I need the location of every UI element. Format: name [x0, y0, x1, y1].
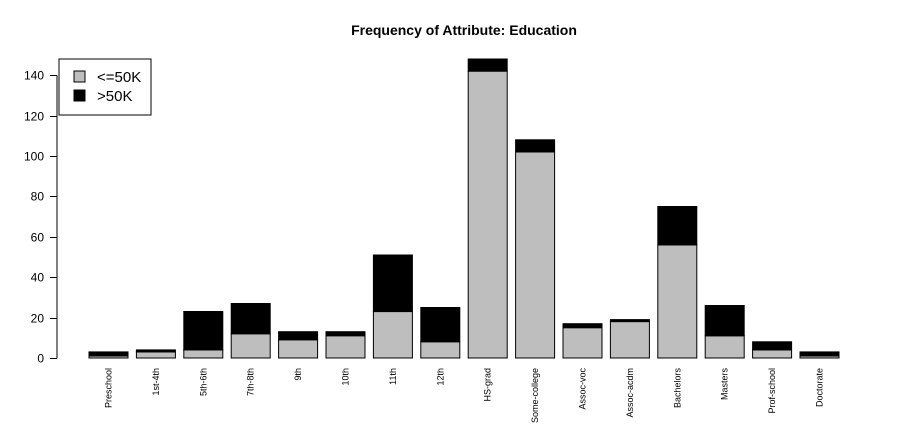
y-tick-label: 80: [31, 190, 45, 204]
x-tick-label: 1st-4th: [151, 368, 161, 396]
bar-5th-6th-gt50k: [183, 311, 224, 351]
x-tick-label: 5th-6th: [198, 368, 208, 396]
bar-assoc-voc-gt50k: [562, 323, 603, 329]
x-tick-label: 7th-8th: [246, 368, 256, 396]
x-tick-label: Some-college: [530, 368, 540, 423]
bar-9th-le50k: [278, 339, 319, 359]
bar-7th-8th-gt50k: [230, 303, 271, 335]
bar-assoc-voc-le50k: [562, 327, 603, 359]
y-tick-label: 140: [24, 69, 44, 83]
x-tick-label: 11th: [388, 368, 398, 385]
y-tick-label: 40: [31, 271, 45, 285]
legend-swatch-gt50k: [73, 89, 86, 102]
x-axis-labels: Preschool 1st-4th 5th-6th 7th-8th 9th 10th 11t…: [104, 368, 825, 424]
chart-title: Frequency of Attribute: Education: [351, 22, 577, 38]
x-tick-label: 10th: [341, 368, 351, 386]
bar-masters-gt50k: [704, 305, 745, 337]
bar-10th-le50k: [325, 335, 366, 359]
y-tick-label: 0: [37, 352, 44, 366]
bar-masters-le50k: [704, 335, 745, 359]
x-tick-label: Masters: [720, 368, 730, 401]
bar-12th-gt50k: [420, 307, 461, 343]
y-tick-label: 60: [31, 231, 45, 245]
x-tick-label: Assoc-acdm: [625, 368, 635, 418]
bar-9th-gt50k: [278, 331, 319, 341]
bar-11th-gt50k: [372, 254, 413, 313]
bar-hs-grad-le50k: [467, 70, 508, 359]
bars: [88, 58, 840, 359]
bar-assoc-acdm-gt50k: [609, 319, 650, 323]
bar-1st-4th-le50k: [135, 351, 176, 359]
legend-box: [58, 58, 152, 116]
bar-12th-le50k: [420, 341, 461, 359]
bar-hs-grad-gt50k: [467, 58, 508, 72]
bar-bachelors-gt50k: [657, 206, 698, 246]
legend: <=50K >50K: [58, 58, 152, 116]
bar-7th-8th-le50k: [230, 333, 271, 359]
bar-10th-gt50k: [325, 331, 366, 337]
bar-bachelors-le50k: [657, 244, 698, 359]
x-tick-label: Prof-school: [767, 368, 777, 414]
x-tick-label: HS-grad: [483, 368, 493, 402]
bar-prof-school-le50k: [752, 349, 793, 359]
x-tick-label: Preschool: [104, 368, 114, 408]
bar-11th-le50k: [372, 311, 413, 359]
legend-swatch-le50k: [73, 70, 86, 83]
y-tick-label: 100: [24, 150, 44, 164]
x-tick-label: 12th: [435, 368, 445, 386]
bar-assoc-acdm-le50k: [609, 321, 650, 359]
y-axis: 0 20 40 60 80 100 120 140: [24, 69, 57, 366]
x-tick-label: Bachelors: [672, 368, 682, 409]
legend-label-gt50k: >50K: [97, 88, 132, 105]
bar-some-college-le50k: [515, 151, 556, 359]
y-tick-label: 20: [31, 312, 45, 326]
y-tick-label: 120: [24, 110, 44, 124]
x-tick-label: Assoc-voc: [578, 368, 588, 410]
legend-label-le50k: <=50K: [97, 69, 141, 86]
bar-5th-6th-le50k: [183, 349, 224, 359]
bar-doctorate-gt50k: [799, 351, 840, 357]
x-tick-label: 9th: [293, 368, 303, 381]
bar-prof-school-gt50k: [752, 341, 793, 351]
bar-some-college-gt50k: [515, 139, 556, 153]
bar-1st-4th-gt50k: [135, 349, 176, 353]
bar-preschool-gt50k: [88, 351, 129, 357]
x-tick-label: Doctorate: [815, 368, 825, 407]
